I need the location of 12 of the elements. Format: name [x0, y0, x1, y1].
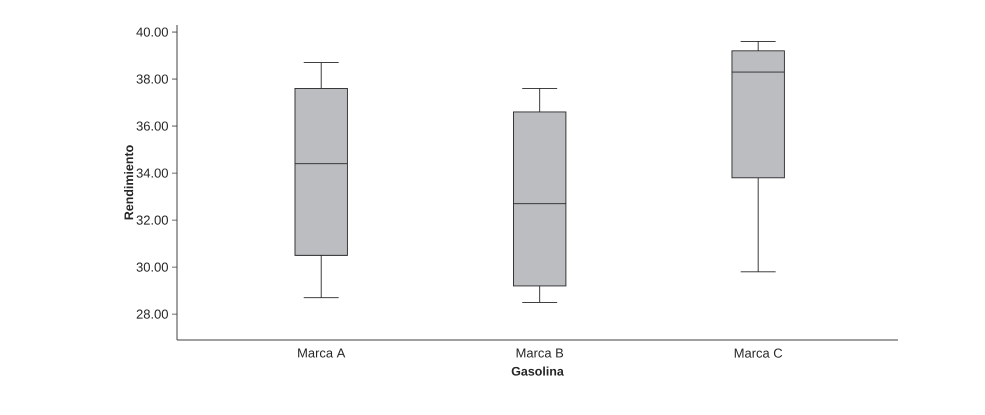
x-tick-label: Marca B [516, 348, 564, 358]
y-tick-label: 28.00 [136, 310, 168, 319]
x-tick-label: Marca A [298, 348, 346, 358]
y-axis-title: Rendimiento [124, 145, 134, 220]
y-tick-label: 34.00 [136, 168, 168, 178]
x-axis-title: Gasolina [512, 366, 564, 376]
y-tick-label: 40.00 [136, 27, 168, 37]
x-tick-label: Marca C [734, 348, 782, 358]
y-tick-label: 38.00 [136, 74, 168, 84]
y-tick-label: 36.00 [136, 121, 168, 131]
y-tick-label: 32.00 [136, 216, 168, 225]
y-tick-label: 30.00 [136, 262, 168, 272]
